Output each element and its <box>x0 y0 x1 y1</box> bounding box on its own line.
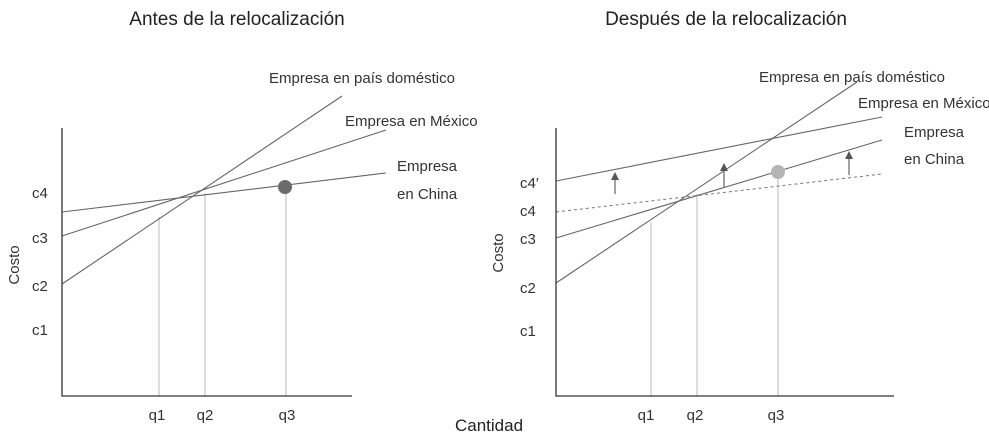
up-arrow-3 <box>845 151 853 175</box>
right-label-domestic: Empresa en país doméstico <box>759 69 945 86</box>
left-xtick-q1: q1 <box>149 407 166 424</box>
left-ytick-c3: c3 <box>32 230 48 247</box>
left-xtick-q3: q3 <box>279 407 296 424</box>
right-axes <box>555 128 894 397</box>
right-ytick-c3: c3 <box>520 231 536 248</box>
left-line-mexico <box>61 129 387 237</box>
right-line-china-after <box>555 116 883 182</box>
up-arrow-2 <box>720 163 728 187</box>
right-panel-title: Después de la relocalización <box>605 9 847 30</box>
xlabel-cantidad: Cantidad <box>455 416 523 435</box>
left-label-domestic: Empresa en país doméstico <box>269 70 455 87</box>
right-line-domestic <box>555 81 858 284</box>
left-axes <box>61 128 352 397</box>
right-ytick-c4-prime: c4′ <box>520 175 539 192</box>
left-label-mexico: Empresa en México <box>345 113 478 130</box>
right-line-mexico <box>555 139 883 239</box>
left-line-china <box>61 172 387 213</box>
left-china-marker <box>278 180 292 194</box>
up-arrow-1 <box>611 172 619 194</box>
right-china-marker <box>771 165 785 179</box>
left-label-china-line1: Empresa <box>397 158 458 175</box>
left-ytick-c2: c2 <box>32 278 48 295</box>
left-label-china-line2: en China <box>397 186 458 203</box>
right-label-china-line1: Empresa <box>904 124 965 141</box>
right-label-china-line2: en China <box>904 151 965 168</box>
right-ytick-c2: c2 <box>520 280 536 297</box>
left-panel-title: Antes de la relocalización <box>129 9 344 30</box>
right-ylabel: Costo <box>490 233 507 272</box>
left-ylabel: Costo <box>6 245 23 284</box>
right-label-mexico: Empresa en México <box>858 95 989 112</box>
right-line-china-before <box>555 173 883 213</box>
right-xtick-q3: q3 <box>768 407 785 424</box>
right-panel: Después de la relocalización c4′ c4 <box>490 9 989 424</box>
right-ytick-c1: c1 <box>520 323 536 340</box>
left-ytick-c4: c4 <box>32 185 48 202</box>
right-xtick-q1: q1 <box>638 407 655 424</box>
left-xtick-q2: q2 <box>197 407 214 424</box>
left-ytick-c1: c1 <box>32 322 48 339</box>
left-panel: Antes de la relocalización c4 c3 c2 c1 q… <box>6 9 478 424</box>
right-xtick-q2: q2 <box>687 407 704 424</box>
right-ytick-c4: c4 <box>520 203 536 220</box>
